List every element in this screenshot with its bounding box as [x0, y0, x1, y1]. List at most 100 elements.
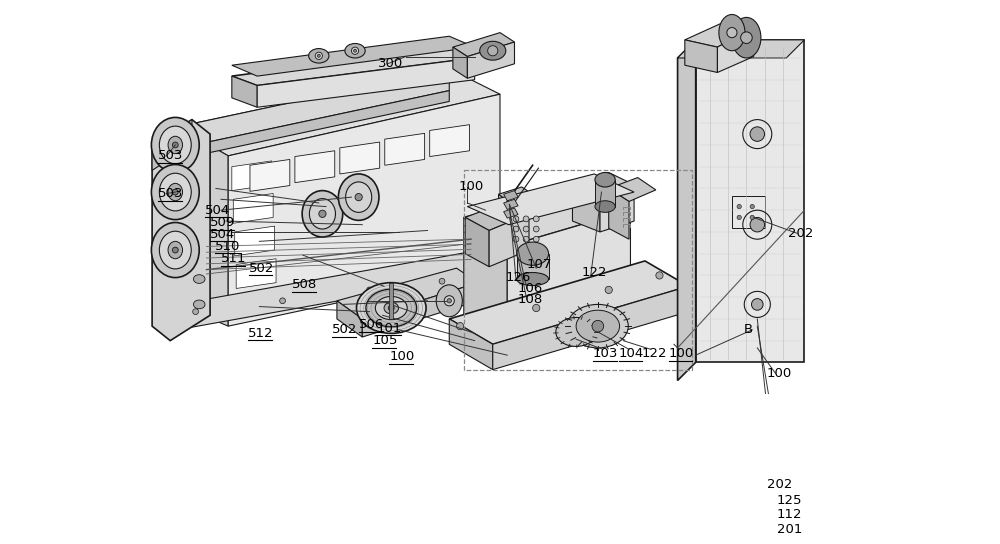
Ellipse shape [346, 182, 372, 212]
Text: 106: 106 [517, 282, 543, 295]
Ellipse shape [168, 136, 183, 153]
Circle shape [750, 215, 754, 220]
Polygon shape [235, 226, 275, 256]
Text: 201: 201 [777, 523, 802, 536]
Text: 509: 509 [210, 216, 235, 229]
Text: 122: 122 [581, 266, 607, 279]
Polygon shape [717, 28, 754, 72]
Circle shape [533, 236, 539, 242]
Ellipse shape [151, 164, 199, 220]
Ellipse shape [159, 173, 191, 211]
Circle shape [172, 142, 178, 148]
Polygon shape [464, 185, 630, 246]
Polygon shape [517, 254, 549, 279]
Circle shape [727, 28, 737, 38]
Text: 100: 100 [767, 367, 792, 380]
Text: 512: 512 [248, 327, 273, 340]
Ellipse shape [168, 183, 183, 201]
Polygon shape [232, 76, 257, 107]
Circle shape [523, 216, 529, 222]
Ellipse shape [567, 305, 628, 348]
Polygon shape [161, 188, 190, 196]
Text: 502: 502 [332, 323, 357, 336]
Polygon shape [337, 301, 362, 337]
Text: 202: 202 [788, 227, 813, 240]
Polygon shape [295, 151, 335, 183]
Polygon shape [504, 199, 518, 209]
Polygon shape [499, 187, 535, 205]
Circle shape [193, 309, 198, 314]
Polygon shape [465, 201, 529, 231]
Circle shape [439, 279, 445, 284]
Text: 506: 506 [359, 318, 384, 331]
Circle shape [447, 299, 451, 303]
Ellipse shape [309, 48, 329, 63]
Ellipse shape [168, 242, 183, 259]
Circle shape [354, 50, 356, 52]
Ellipse shape [732, 17, 761, 58]
Circle shape [315, 52, 322, 59]
Circle shape [741, 32, 752, 44]
Polygon shape [177, 69, 449, 149]
Polygon shape [177, 91, 449, 159]
Circle shape [351, 47, 359, 54]
Circle shape [513, 236, 519, 242]
Circle shape [750, 205, 754, 209]
Polygon shape [609, 177, 656, 201]
Polygon shape [232, 47, 475, 85]
Polygon shape [152, 120, 210, 341]
Circle shape [513, 216, 519, 222]
Polygon shape [467, 42, 514, 78]
Text: 510: 510 [215, 240, 241, 253]
Polygon shape [493, 286, 688, 369]
Polygon shape [507, 210, 630, 341]
Text: B: B [744, 323, 753, 336]
Text: 108: 108 [517, 293, 543, 306]
Circle shape [513, 226, 519, 232]
Ellipse shape [576, 310, 620, 342]
Ellipse shape [345, 44, 365, 58]
Circle shape [280, 298, 285, 304]
Text: 107: 107 [527, 258, 552, 271]
Ellipse shape [356, 283, 426, 333]
Polygon shape [685, 40, 717, 72]
Ellipse shape [309, 199, 335, 229]
Circle shape [533, 226, 539, 232]
Polygon shape [236, 259, 276, 288]
Text: 503: 503 [158, 149, 183, 162]
Text: 503: 503 [158, 187, 183, 200]
Circle shape [592, 320, 604, 332]
Polygon shape [430, 125, 470, 157]
Ellipse shape [517, 273, 549, 286]
Text: 112: 112 [777, 508, 802, 521]
Polygon shape [572, 185, 600, 232]
Text: 126: 126 [506, 271, 531, 284]
Circle shape [750, 218, 765, 232]
Polygon shape [710, 29, 746, 40]
Polygon shape [232, 36, 475, 76]
Circle shape [737, 205, 741, 209]
Ellipse shape [384, 302, 399, 314]
Circle shape [751, 299, 763, 310]
Polygon shape [340, 142, 380, 174]
Polygon shape [489, 214, 529, 267]
Circle shape [367, 287, 372, 293]
Polygon shape [595, 180, 615, 207]
Polygon shape [499, 194, 512, 223]
Ellipse shape [595, 172, 615, 187]
Polygon shape [232, 161, 272, 190]
Text: 504: 504 [205, 203, 230, 217]
Polygon shape [685, 22, 754, 47]
Text: 100: 100 [669, 347, 694, 360]
Polygon shape [385, 133, 425, 165]
Polygon shape [161, 141, 190, 149]
Polygon shape [572, 172, 634, 197]
Text: 300: 300 [378, 57, 403, 70]
Text: 511: 511 [221, 252, 246, 265]
Ellipse shape [436, 285, 462, 317]
Text: 202: 202 [767, 478, 792, 491]
Circle shape [737, 215, 741, 220]
Polygon shape [362, 283, 478, 337]
Ellipse shape [193, 300, 205, 309]
Ellipse shape [193, 275, 205, 283]
